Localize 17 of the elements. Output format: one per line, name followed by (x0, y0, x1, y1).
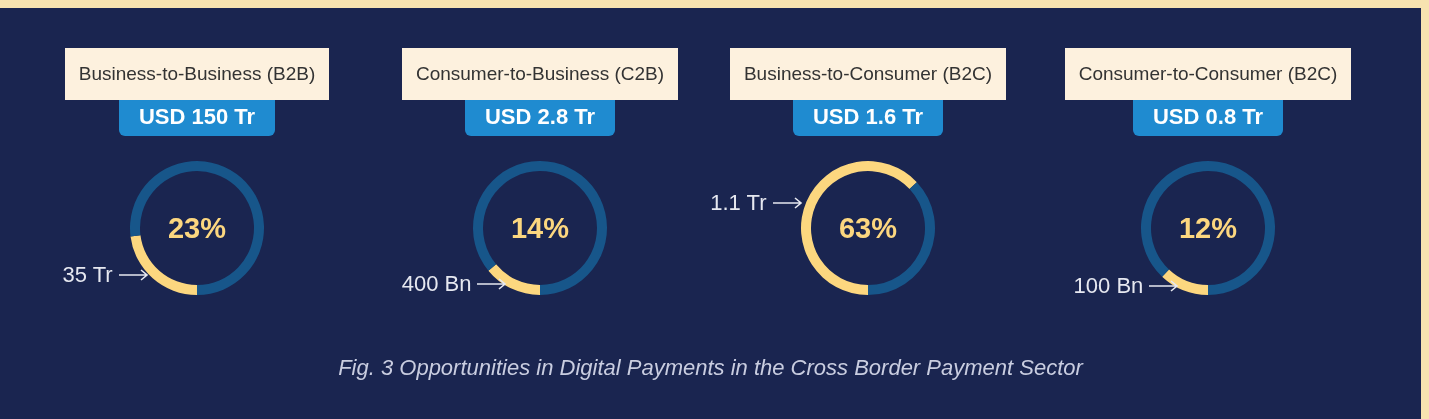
caption: Fig. 3 Opportunities in Digital Payments in the Cross Border Payment Sector (337, 355, 1085, 381)
text: 35 Tr (62, 261, 113, 288)
chart-title: Business-to-Consumer (B2C) (729, 48, 1007, 100)
text: 100 Bn (1073, 272, 1144, 299)
text: 1.1 Tr (710, 190, 767, 217)
chart-subtitle: USD 2.8 Tr (464, 100, 616, 136)
text: 400 Bn (401, 271, 472, 298)
chart-title: Consumer-to-Business (C2B) (401, 48, 679, 100)
chart-subtitle: USD 0.8 Tr (1132, 100, 1284, 136)
text: 63% (838, 212, 898, 244)
text: 14% (510, 212, 570, 244)
text: 12% (1178, 212, 1238, 244)
chart-subtitle: USD 1.6 Tr (792, 100, 944, 136)
chart-subtitle: USD 150 Tr (118, 100, 276, 136)
chart-title: Consumer-to-Consumer (B2C) (1064, 48, 1352, 100)
text: 23% (167, 212, 227, 244)
chart-title: Business-to-Business (B2B) (64, 48, 330, 100)
